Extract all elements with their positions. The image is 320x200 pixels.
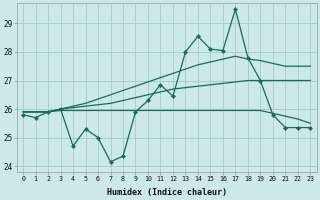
X-axis label: Humidex (Indice chaleur): Humidex (Indice chaleur) [107,188,227,197]
